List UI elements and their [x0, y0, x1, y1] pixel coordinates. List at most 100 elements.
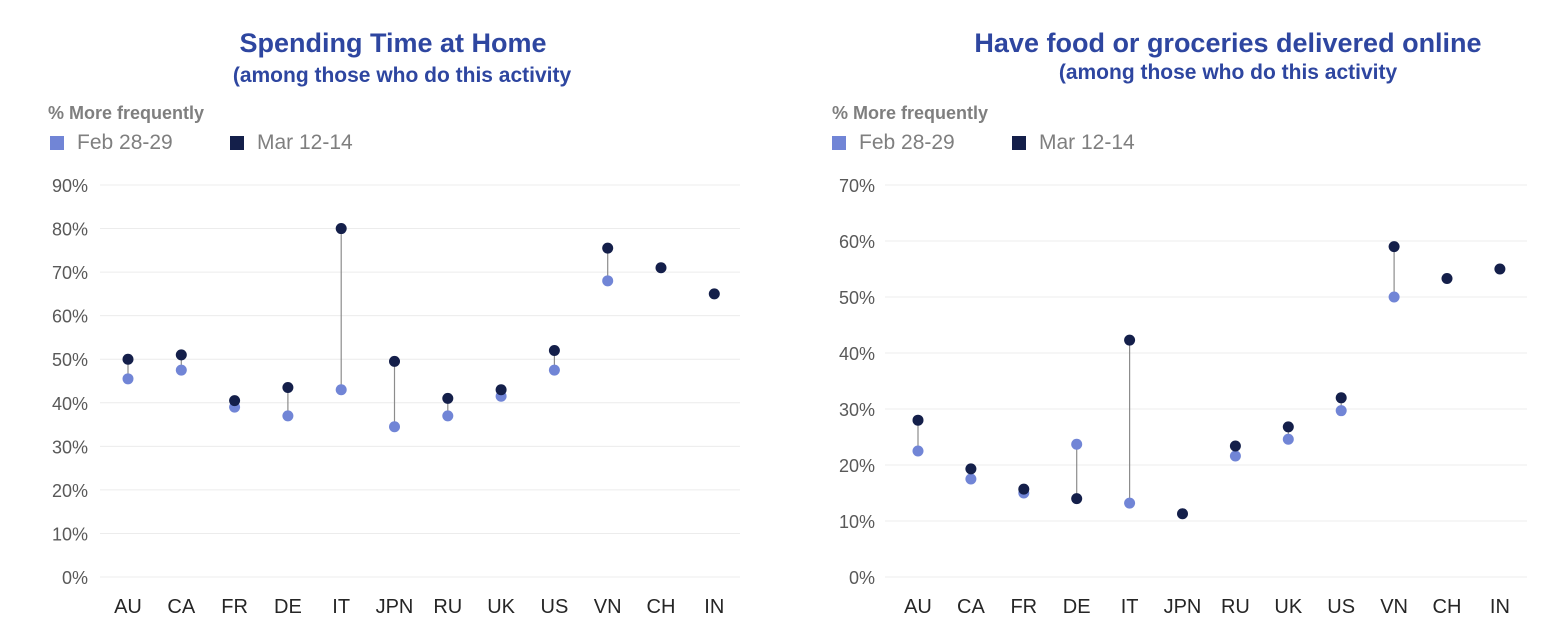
chart-2-y-label: % More frequently	[832, 103, 989, 123]
mar-point-ca	[965, 463, 977, 475]
y-tick-label: 80%	[52, 220, 88, 240]
legend-swatch-mar	[1012, 136, 1026, 150]
x-tick-label: JPN	[376, 596, 414, 618]
x-tick-label: DE	[274, 596, 302, 618]
mar-point-fr	[1018, 483, 1030, 495]
x-tick-label: US	[541, 596, 569, 618]
legend-swatch-feb	[832, 136, 846, 150]
x-tick-label: RU	[1221, 596, 1250, 618]
y-tick-label: 90%	[52, 176, 88, 196]
feb-point-jpn	[389, 421, 400, 433]
y-tick-label: 40%	[52, 394, 88, 414]
feb-point-uk	[1282, 433, 1294, 445]
chart-1-subtitle: (among those who do this activity	[232, 64, 572, 87]
feb-point-de	[282, 410, 294, 422]
x-tick-label: CH	[1433, 596, 1462, 618]
y-tick-label: 30%	[52, 437, 88, 457]
mar-point-us	[548, 345, 560, 357]
x-tick-label: FR	[1010, 596, 1037, 618]
mar-point-de	[282, 382, 294, 394]
mar-point-uk	[495, 384, 507, 396]
mar-point-in	[708, 288, 720, 300]
legend-label: Mar 12-14	[1039, 131, 1135, 154]
feb-point-ru	[442, 410, 454, 422]
mar-point-in	[1494, 263, 1506, 275]
mar-point-de	[1071, 493, 1083, 505]
mar-point-au	[122, 353, 134, 365]
mar-point-uk	[1282, 421, 1294, 433]
chart-1-legend-mar: Mar 12-14	[230, 131, 353, 155]
mar-point-vn	[1388, 241, 1400, 253]
chart-2-legend-mar: Mar 12-14	[1012, 131, 1135, 155]
x-tick-label: IN	[1490, 596, 1510, 618]
legend-label: Feb 28-29	[859, 131, 955, 154]
legend-swatch-mar	[230, 136, 244, 150]
y-tick-label: 20%	[52, 481, 88, 501]
feb-point-it	[335, 384, 347, 396]
y-tick-label: 40%	[839, 344, 875, 364]
x-tick-label: CA	[167, 596, 195, 618]
feb-point-it	[1124, 497, 1136, 509]
y-tick-label: 70%	[52, 263, 88, 283]
chart-1-y-label: % More frequently	[48, 103, 205, 123]
mar-point-ch	[1441, 273, 1453, 285]
x-tick-label: AU	[114, 596, 142, 618]
chart-2-legend-feb: Feb 28-29	[832, 131, 955, 155]
x-tick-label: UK	[1274, 596, 1302, 618]
x-tick-label: IT	[332, 596, 350, 618]
mar-point-ru	[442, 392, 454, 404]
mar-point-jpn	[1177, 508, 1188, 520]
legend-label: Feb 28-29	[77, 131, 173, 154]
mar-point-ca	[175, 349, 187, 361]
x-tick-label: CH	[647, 596, 676, 618]
feb-point-ru	[1229, 450, 1241, 462]
x-tick-label: US	[1327, 596, 1355, 618]
x-tick-label: VN	[1380, 596, 1408, 618]
y-tick-label: 10%	[839, 512, 875, 532]
mar-point-au	[912, 414, 924, 426]
chart-1-title: Spending Time at Home	[239, 28, 547, 58]
x-tick-label: UK	[487, 596, 515, 618]
x-tick-label: DE	[1063, 596, 1091, 618]
feb-point-ca	[965, 473, 977, 485]
x-tick-label: FR	[221, 596, 248, 618]
y-tick-label: 70%	[839, 176, 875, 196]
y-tick-label: 50%	[52, 350, 88, 370]
y-tick-label: 60%	[52, 307, 88, 327]
x-tick-label: AU	[904, 596, 932, 618]
feb-point-vn	[1388, 291, 1400, 303]
y-tick-label: 50%	[839, 288, 875, 308]
feb-point-vn	[602, 275, 614, 287]
feb-point-au	[122, 373, 134, 385]
y-tick-label: 30%	[839, 400, 875, 420]
y-tick-label: 10%	[52, 524, 88, 544]
mar-point-ch	[655, 262, 667, 274]
x-tick-label: CA	[957, 596, 985, 618]
y-tick-label: 0%	[62, 568, 88, 588]
feb-point-us	[1335, 405, 1347, 417]
chart-2-subtitle: (among those who do this activity	[1058, 61, 1398, 84]
feb-point-ca	[175, 364, 187, 376]
feb-point-de	[1071, 438, 1083, 450]
chart-1-legend-feb: Feb 28-29	[50, 131, 173, 155]
x-tick-label: VN	[594, 596, 622, 618]
mar-point-it	[335, 223, 347, 235]
chart-2-title: Have food or groceries delivered online	[974, 28, 1482, 58]
mar-point-it	[1124, 334, 1136, 346]
legend-label: Mar 12-14	[257, 131, 353, 154]
y-tick-label: 20%	[839, 456, 875, 476]
feb-point-us	[548, 364, 560, 376]
mar-point-jpn	[389, 355, 400, 367]
x-tick-label: JPN	[1164, 596, 1202, 618]
y-tick-label: 0%	[849, 568, 875, 588]
mar-point-fr	[229, 395, 241, 407]
x-tick-label: RU	[433, 596, 462, 618]
x-tick-label: IN	[704, 596, 724, 618]
mar-point-vn	[602, 242, 614, 254]
y-tick-label: 60%	[839, 232, 875, 252]
mar-point-us	[1335, 392, 1347, 404]
mar-point-ru	[1229, 440, 1241, 452]
x-tick-label: IT	[1121, 596, 1139, 618]
legend-swatch-feb	[50, 136, 64, 150]
